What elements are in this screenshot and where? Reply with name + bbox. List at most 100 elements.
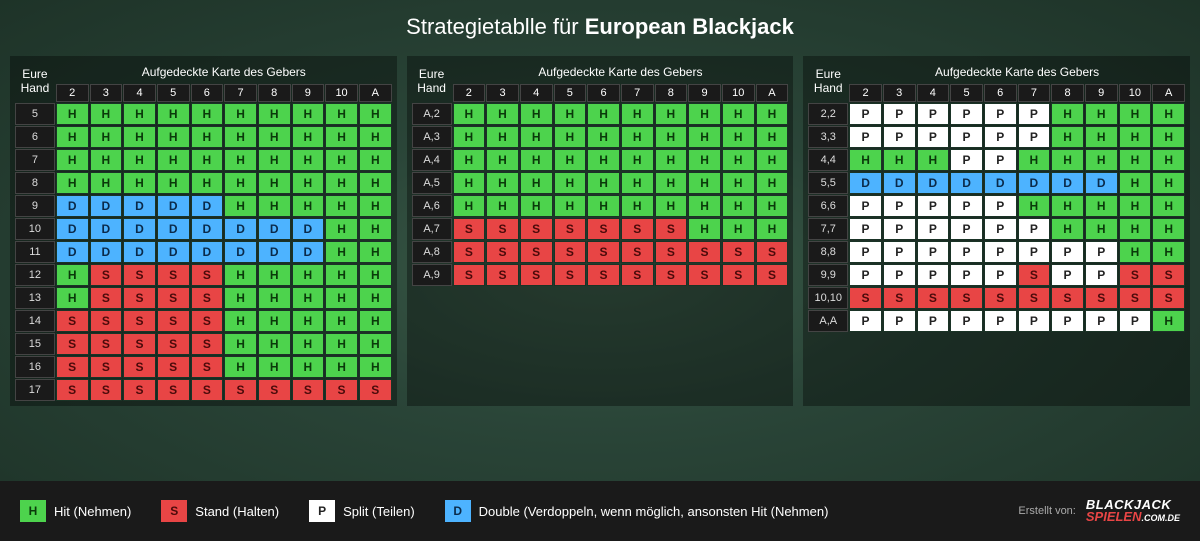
hand-header: EureHand xyxy=(808,61,848,102)
hand-cell: 3,3 xyxy=(808,126,848,148)
action-cell: H xyxy=(1085,218,1118,240)
hand-header: EureHand xyxy=(15,61,55,102)
title-bold: European Blackjack xyxy=(585,14,794,39)
table-row: A,9SSSSSSSSSS xyxy=(412,264,789,286)
dealer-col: 8 xyxy=(258,84,291,102)
action-cell: P xyxy=(849,264,882,286)
hard-totals-table: EureHandAufgedeckte Karte des Gebers2345… xyxy=(14,60,393,402)
action-cell: H xyxy=(359,333,392,355)
action-cell: P xyxy=(984,126,1017,148)
action-cell: P xyxy=(1085,264,1118,286)
action-cell: S xyxy=(90,287,123,309)
table-row: 6HHHHHHHHHH xyxy=(15,126,392,148)
action-cell: H xyxy=(224,103,257,125)
table-row: 9,9PPPPPSPPSS xyxy=(808,264,1185,286)
soft-totals-table: EureHandAufgedeckte Karte des Gebers2345… xyxy=(411,60,790,287)
action-cell: H xyxy=(224,126,257,148)
action-cell: H xyxy=(722,218,755,240)
action-cell: H xyxy=(453,126,486,148)
action-cell: H xyxy=(292,195,325,217)
dealer-col: 7 xyxy=(621,84,654,102)
action-cell: H xyxy=(655,126,688,148)
action-cell: H xyxy=(1051,195,1084,217)
legend-swatch: S xyxy=(161,500,187,522)
action-cell: S xyxy=(655,264,688,286)
dealer-col: 5 xyxy=(157,84,190,102)
action-cell: P xyxy=(1018,103,1051,125)
dealer-col: A xyxy=(359,84,392,102)
hand-cell: 5 xyxy=(15,103,55,125)
action-cell: H xyxy=(191,103,224,125)
action-cell: S xyxy=(984,287,1017,309)
action-cell: H xyxy=(191,149,224,171)
action-cell: S xyxy=(453,241,486,263)
legend-label: Stand (Halten) xyxy=(195,504,279,519)
table-row: A,3HHHHHHHHHH xyxy=(412,126,789,148)
action-cell: H xyxy=(1119,103,1152,125)
action-cell: H xyxy=(258,149,291,171)
action-cell: S xyxy=(157,287,190,309)
action-cell: H xyxy=(1152,149,1185,171)
table-row: A,5HHHHHHHHHH xyxy=(412,172,789,194)
action-cell: H xyxy=(1085,126,1118,148)
action-cell: S xyxy=(90,310,123,332)
dealer-col: 2 xyxy=(453,84,486,102)
action-cell: P xyxy=(950,310,983,332)
action-cell: D xyxy=(191,195,224,217)
action-cell: S xyxy=(950,287,983,309)
action-cell: P xyxy=(1018,310,1051,332)
table-row: 17SSSSSSSSSS xyxy=(15,379,392,401)
table-row: 10DDDDDDDDHH xyxy=(15,218,392,240)
action-cell: P xyxy=(883,218,916,240)
logo-bottom: SPIELEN.COM.DE xyxy=(1086,511,1180,523)
action-cell: H xyxy=(1051,149,1084,171)
table-row: A,2HHHHHHHHHH xyxy=(412,103,789,125)
action-cell: S xyxy=(520,241,553,263)
action-cell: H xyxy=(258,310,291,332)
table-row: A,APPPPPPPPPH xyxy=(808,310,1185,332)
action-cell: D xyxy=(90,218,123,240)
dealer-col: 9 xyxy=(1085,84,1118,102)
action-cell: S xyxy=(191,333,224,355)
hand-cell: 4,4 xyxy=(808,149,848,171)
action-cell: H xyxy=(325,218,358,240)
table-row: 9DDDDDHHHHH xyxy=(15,195,392,217)
dealer-col: 6 xyxy=(984,84,1017,102)
action-cell: S xyxy=(1018,264,1051,286)
action-cell: H xyxy=(292,333,325,355)
action-cell: H xyxy=(621,126,654,148)
action-cell: D xyxy=(56,218,89,240)
table-row: 16SSSSSHHHHH xyxy=(15,356,392,378)
action-cell: H xyxy=(359,241,392,263)
action-cell: H xyxy=(157,103,190,125)
action-cell: H xyxy=(258,264,291,286)
action-cell: S xyxy=(1018,287,1051,309)
table-row: 13HSSSSHHHHH xyxy=(15,287,392,309)
action-cell: H xyxy=(224,172,257,194)
action-cell: P xyxy=(883,310,916,332)
action-cell: H xyxy=(1119,126,1152,148)
table-row: 4,4HHHPPHHHHH xyxy=(808,149,1185,171)
action-cell: S xyxy=(90,356,123,378)
action-cell: P xyxy=(849,310,882,332)
table-row: A,7SSSSSSSHHH xyxy=(412,218,789,240)
action-cell: D xyxy=(123,241,156,263)
dealer-col: A xyxy=(1152,84,1185,102)
action-cell: S xyxy=(292,379,325,401)
dealer-col: 9 xyxy=(292,84,325,102)
action-cell: P xyxy=(984,310,1017,332)
hand-cell: 9 xyxy=(15,195,55,217)
logo: BLACKJACK SPIELEN.COM.DE xyxy=(1086,499,1180,522)
hand-cell: A,3 xyxy=(412,126,452,148)
action-cell: H xyxy=(292,126,325,148)
action-cell: H xyxy=(258,103,291,125)
legend-item: PSplit (Teilen) xyxy=(309,500,415,522)
dealer-col: 9 xyxy=(688,84,721,102)
action-cell: D xyxy=(883,172,916,194)
action-cell: H xyxy=(56,149,89,171)
action-cell: H xyxy=(191,172,224,194)
action-cell: H xyxy=(849,149,882,171)
action-cell: H xyxy=(123,149,156,171)
dealer-col: 3 xyxy=(90,84,123,102)
dealer-col: 8 xyxy=(1051,84,1084,102)
